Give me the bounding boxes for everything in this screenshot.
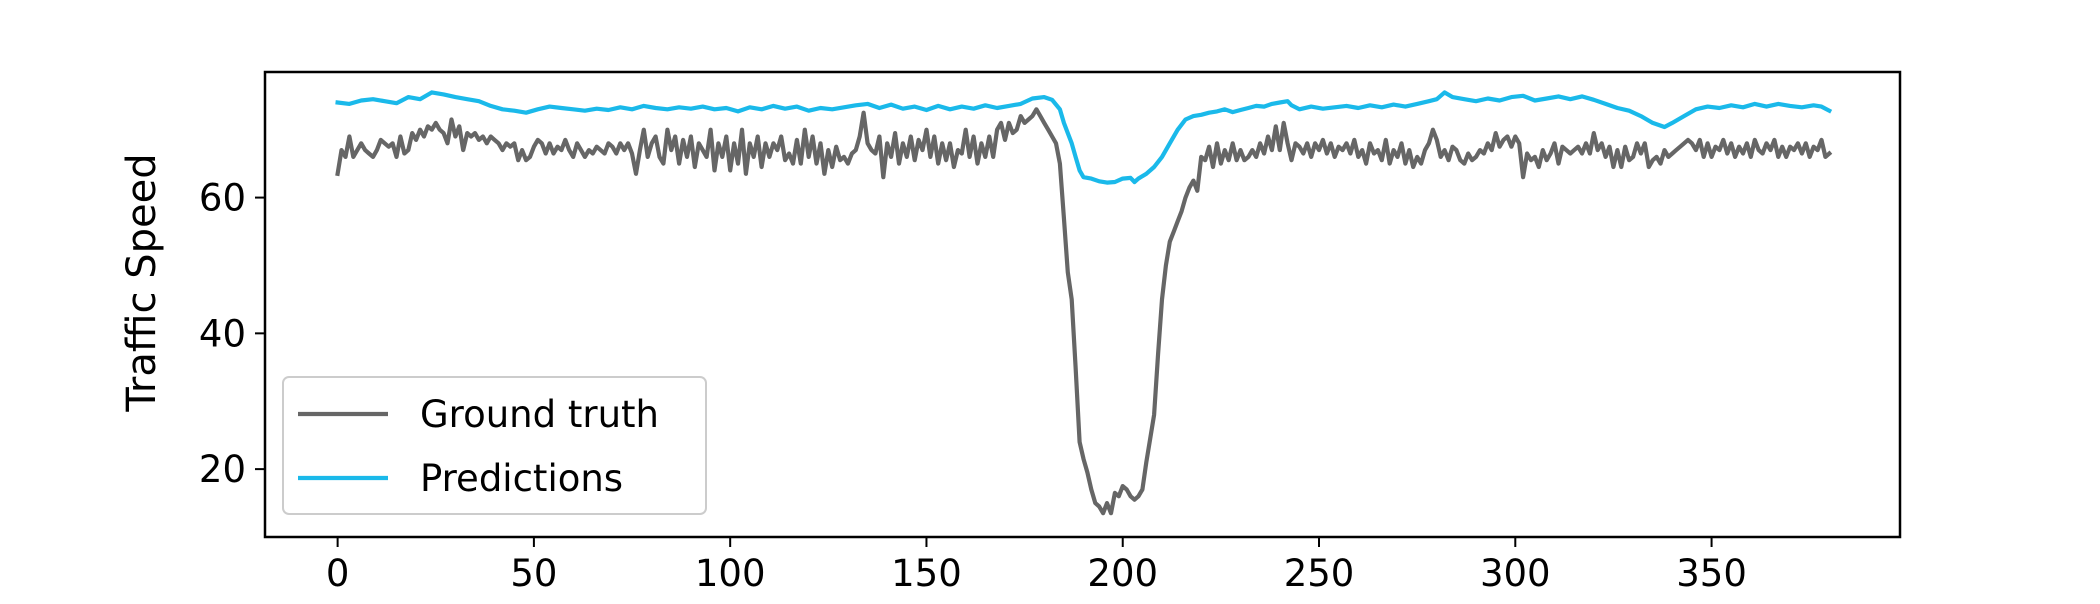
legend: Ground truth Predictions bbox=[282, 376, 707, 515]
x-tick-label: 100 bbox=[695, 552, 766, 595]
x-tick-label: 300 bbox=[1480, 552, 1551, 595]
x-tick-label: 350 bbox=[1676, 552, 1747, 595]
legend-label: Predictions bbox=[420, 457, 623, 500]
legend-box bbox=[282, 376, 707, 515]
plot-area-frame bbox=[263, 70, 1902, 539]
x-tick-label: 250 bbox=[1284, 552, 1355, 595]
series-layer bbox=[335, 90, 1833, 516]
y-axis-ticks: 20 40 60 bbox=[199, 177, 265, 491]
y-tick-label: 60 bbox=[199, 177, 246, 220]
x-tick-label: 150 bbox=[891, 552, 962, 595]
y-axis-label: Traffic Speed bbox=[119, 153, 165, 412]
y-tick-label: 20 bbox=[199, 448, 246, 491]
series-line-predictions bbox=[335, 90, 1833, 185]
x-tick-label: 50 bbox=[510, 552, 557, 595]
x-tick-label: 200 bbox=[1087, 552, 1158, 595]
series-line-ground-truth bbox=[335, 107, 1833, 516]
x-tick-label: 0 bbox=[326, 552, 350, 595]
legend-label: Ground truth bbox=[420, 393, 659, 436]
y-tick-label: 40 bbox=[199, 312, 246, 355]
x-axis-ticks: 0 50 100 150 200 250 300 350 bbox=[326, 537, 1747, 595]
